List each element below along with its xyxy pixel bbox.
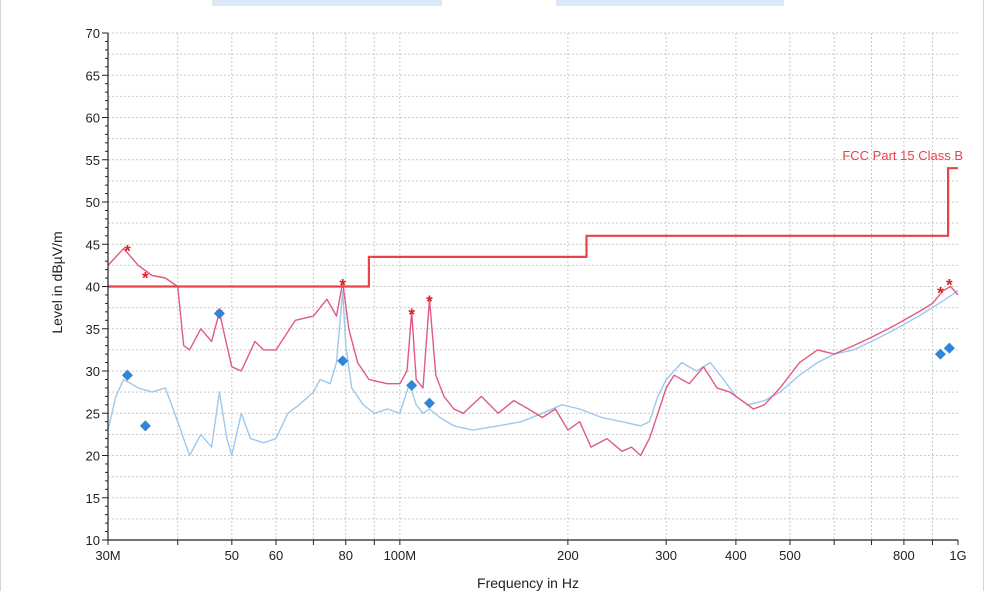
limit-line-label: FCC Part 15 Class B	[842, 148, 963, 163]
qp-marker	[406, 379, 418, 391]
window-tab-right[interactable]	[556, 0, 784, 6]
qp-marker	[943, 342, 955, 354]
y-tick-label: 50	[86, 195, 100, 210]
window-tab-left[interactable]	[212, 0, 442, 6]
y-tick-label: 60	[86, 111, 100, 126]
x-tick-label: 80	[339, 548, 353, 563]
x-tick-label: 50	[225, 548, 239, 563]
peak-marker: *	[408, 305, 415, 324]
peak-marker: *	[937, 284, 944, 303]
y-tick-label: 35	[86, 322, 100, 337]
limit-line	[108, 167, 958, 288]
y-tick-label: 10	[86, 533, 100, 548]
series-layer	[107, 247, 959, 457]
y-tick-label: 25	[86, 406, 100, 421]
qp-marker	[337, 355, 349, 367]
y-tick-label: 65	[86, 68, 100, 83]
marker-layer: ********	[121, 241, 955, 432]
qp-marker	[213, 308, 225, 320]
axes: 10 15 20 25 30 35 40 45 50 55 60 65 70 30M 50 60 80 100M 2…	[86, 26, 967, 563]
grid-lines	[108, 32, 958, 541]
y-tick-label: 30	[86, 364, 100, 379]
x-tick-label: 100M	[384, 548, 417, 563]
x-tick-label: 400	[725, 548, 747, 563]
peak-marker: *	[142, 269, 149, 288]
peak-trace	[107, 247, 959, 457]
peak-marker: *	[946, 275, 953, 294]
limit-layer	[108, 167, 958, 288]
y-tick-label: 15	[86, 491, 100, 506]
y-tick-label: 40	[86, 280, 100, 295]
x-tick-label: 300	[655, 548, 677, 563]
qp-marker	[934, 348, 946, 360]
y-tick-label: 70	[86, 26, 100, 41]
y-tick-label: 45	[86, 237, 100, 252]
qp-marker	[121, 369, 133, 381]
y-axis-title: Level in dBµV/m	[49, 231, 65, 333]
peak-marker: *	[426, 292, 433, 311]
x-tick-label: 60	[269, 548, 283, 563]
peak-marker: *	[339, 275, 346, 294]
x-tick-label: 30M	[95, 548, 120, 563]
x-tick-label: 800	[893, 548, 915, 563]
average-trace	[107, 290, 959, 457]
x-axis-title: Frequency in Hz	[477, 575, 579, 591]
x-tick-label: 200	[557, 548, 579, 563]
peak-marker: *	[124, 241, 131, 260]
qp-marker	[139, 420, 151, 432]
y-tick-label: 20	[86, 449, 100, 464]
qp-marker	[423, 397, 435, 409]
y-tick-label: 55	[86, 153, 100, 168]
x-tick-label: 500	[779, 548, 801, 563]
x-tick-label: 1G	[949, 548, 966, 563]
